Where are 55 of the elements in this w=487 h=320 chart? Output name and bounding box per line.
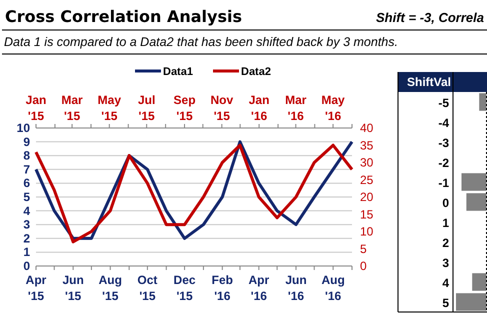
y-tick-label: 2 — [23, 231, 30, 246]
y2-tick-label: 0 — [360, 259, 367, 273]
text: Shift = -3, Correla — [376, 10, 484, 25]
y-tick-label: -4 — [438, 116, 450, 130]
x-tick-label: Dec '15 — [174, 273, 196, 303]
legend-label: Data2 — [241, 66, 271, 78]
y-tick-label: -1 — [438, 176, 450, 190]
x2-tick-label: Jan '16 — [248, 93, 270, 123]
y2-tick-label: 35 — [360, 138, 374, 152]
y2-tick-label: 40 — [360, 121, 374, 135]
chart-subtitle: Data 1 is compared to a Data2 that has been shifted back by 3 months. — [4, 35, 398, 49]
x2-tick-label: Sep '15 — [174, 93, 196, 123]
y-tick-label: 1 — [23, 245, 30, 260]
y-tick-label: 0 — [23, 259, 30, 273]
y-tick-label: 3 — [442, 256, 450, 270]
y2-tick-label: 20 — [360, 190, 374, 204]
y-tick-label: 7 — [23, 162, 30, 176]
y-tick-label: 0 — [442, 196, 450, 210]
x2-tick-label: Mar '16 — [285, 93, 307, 123]
x-tick-label: Oct '15 — [137, 273, 158, 303]
x-tick-label: Jun '16 — [285, 273, 307, 303]
chart-title: Cross Correlation Analysis — [5, 7, 242, 26]
x-tick-label: Feb '16 — [212, 273, 233, 303]
x2-tick-label: Nov '15 — [210, 93, 234, 123]
y2-tick-label: 10 — [360, 224, 374, 238]
x-tick-label: Aug '16 — [321, 273, 345, 303]
y-tick-label: 2 — [442, 236, 450, 250]
y-tick-label: 4 — [442, 276, 450, 290]
y2-tick-label: 25 — [360, 172, 374, 187]
y-tick-label: 4 — [23, 204, 30, 218]
x2-tick-label: May '15 — [98, 93, 122, 123]
x2-tick-label: Jan '15 — [26, 93, 46, 123]
x-tick-label: Apr '15 — [26, 273, 47, 303]
y-tick-label: 6 — [23, 176, 30, 190]
x2-tick-label: Jul '15 — [138, 93, 156, 123]
y-tick-label: 10 — [16, 121, 30, 135]
y-tick-label: 3 — [23, 218, 30, 232]
y-tick-label: 8 — [23, 148, 30, 163]
x2-tick-label: Mar '15 — [61, 93, 84, 123]
y-tick-label: 1 — [442, 216, 450, 230]
legend-label: Data1 — [163, 66, 193, 78]
x2-tick-label: May '16 — [321, 93, 346, 123]
y-tick-label: -2 — [438, 156, 450, 170]
y2-tick-label: 30 — [360, 156, 374, 170]
x-tick-label: Jun '15 — [62, 273, 84, 303]
y-tick-label: 5 — [442, 296, 450, 310]
y-axis-title: ShiftVal — [406, 75, 451, 89]
y2-tick-label: 5 — [360, 242, 367, 256]
x-tick-label: Apr '16 — [248, 273, 270, 303]
x-tick-label: Aug '15 — [98, 273, 122, 303]
y-tick-label: 9 — [23, 134, 30, 149]
y-tick-label: -5 — [438, 96, 450, 110]
y-tick-label: 5 — [23, 190, 30, 204]
y2-tick-label: 15 — [360, 207, 374, 222]
y-tick-label: -3 — [438, 136, 450, 150]
